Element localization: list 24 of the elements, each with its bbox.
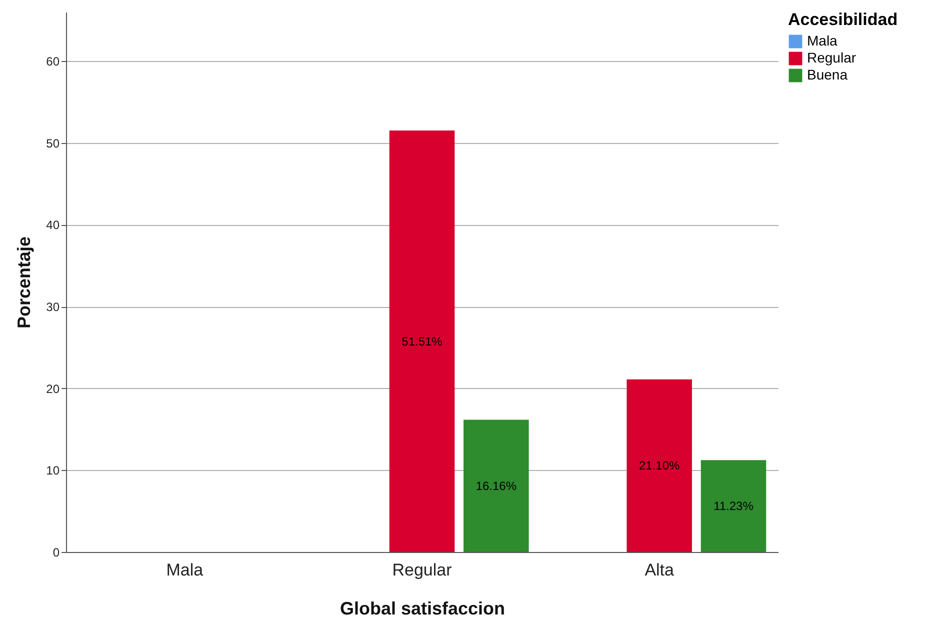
bar bbox=[700, 460, 766, 552]
y-tick-label: 50 bbox=[46, 136, 60, 150]
y-tick-label: 10 bbox=[46, 464, 60, 478]
bar bbox=[626, 379, 692, 552]
legend-label: Mala bbox=[807, 32, 838, 48]
x-tick-label: Alta bbox=[644, 560, 675, 580]
y-tick-label: 40 bbox=[46, 218, 60, 232]
x-axis-title: Global satisfaccion bbox=[340, 598, 506, 618]
bar bbox=[464, 420, 529, 552]
legend-label: Regular bbox=[807, 50, 856, 66]
data-label: 16.16% bbox=[476, 478, 517, 493]
legend-title: Accesibilidad bbox=[788, 10, 898, 29]
y-tick-label: 0 bbox=[52, 546, 60, 560]
data-label: 21.10% bbox=[638, 458, 680, 473]
y-axis-title: Porcentaje bbox=[14, 236, 34, 329]
bar bbox=[389, 130, 455, 552]
data-label: 11.23% bbox=[714, 499, 754, 514]
y-tick-label: 60 bbox=[46, 54, 60, 69]
legend-label: Buena bbox=[807, 66, 848, 82]
data-label: 51.51% bbox=[402, 334, 443, 348]
x-tick-label: Regular bbox=[392, 560, 452, 580]
y-tick-label: 30 bbox=[46, 300, 60, 314]
x-tick-label: Mala bbox=[166, 560, 204, 580]
y-tick-label: 20 bbox=[46, 382, 60, 396]
